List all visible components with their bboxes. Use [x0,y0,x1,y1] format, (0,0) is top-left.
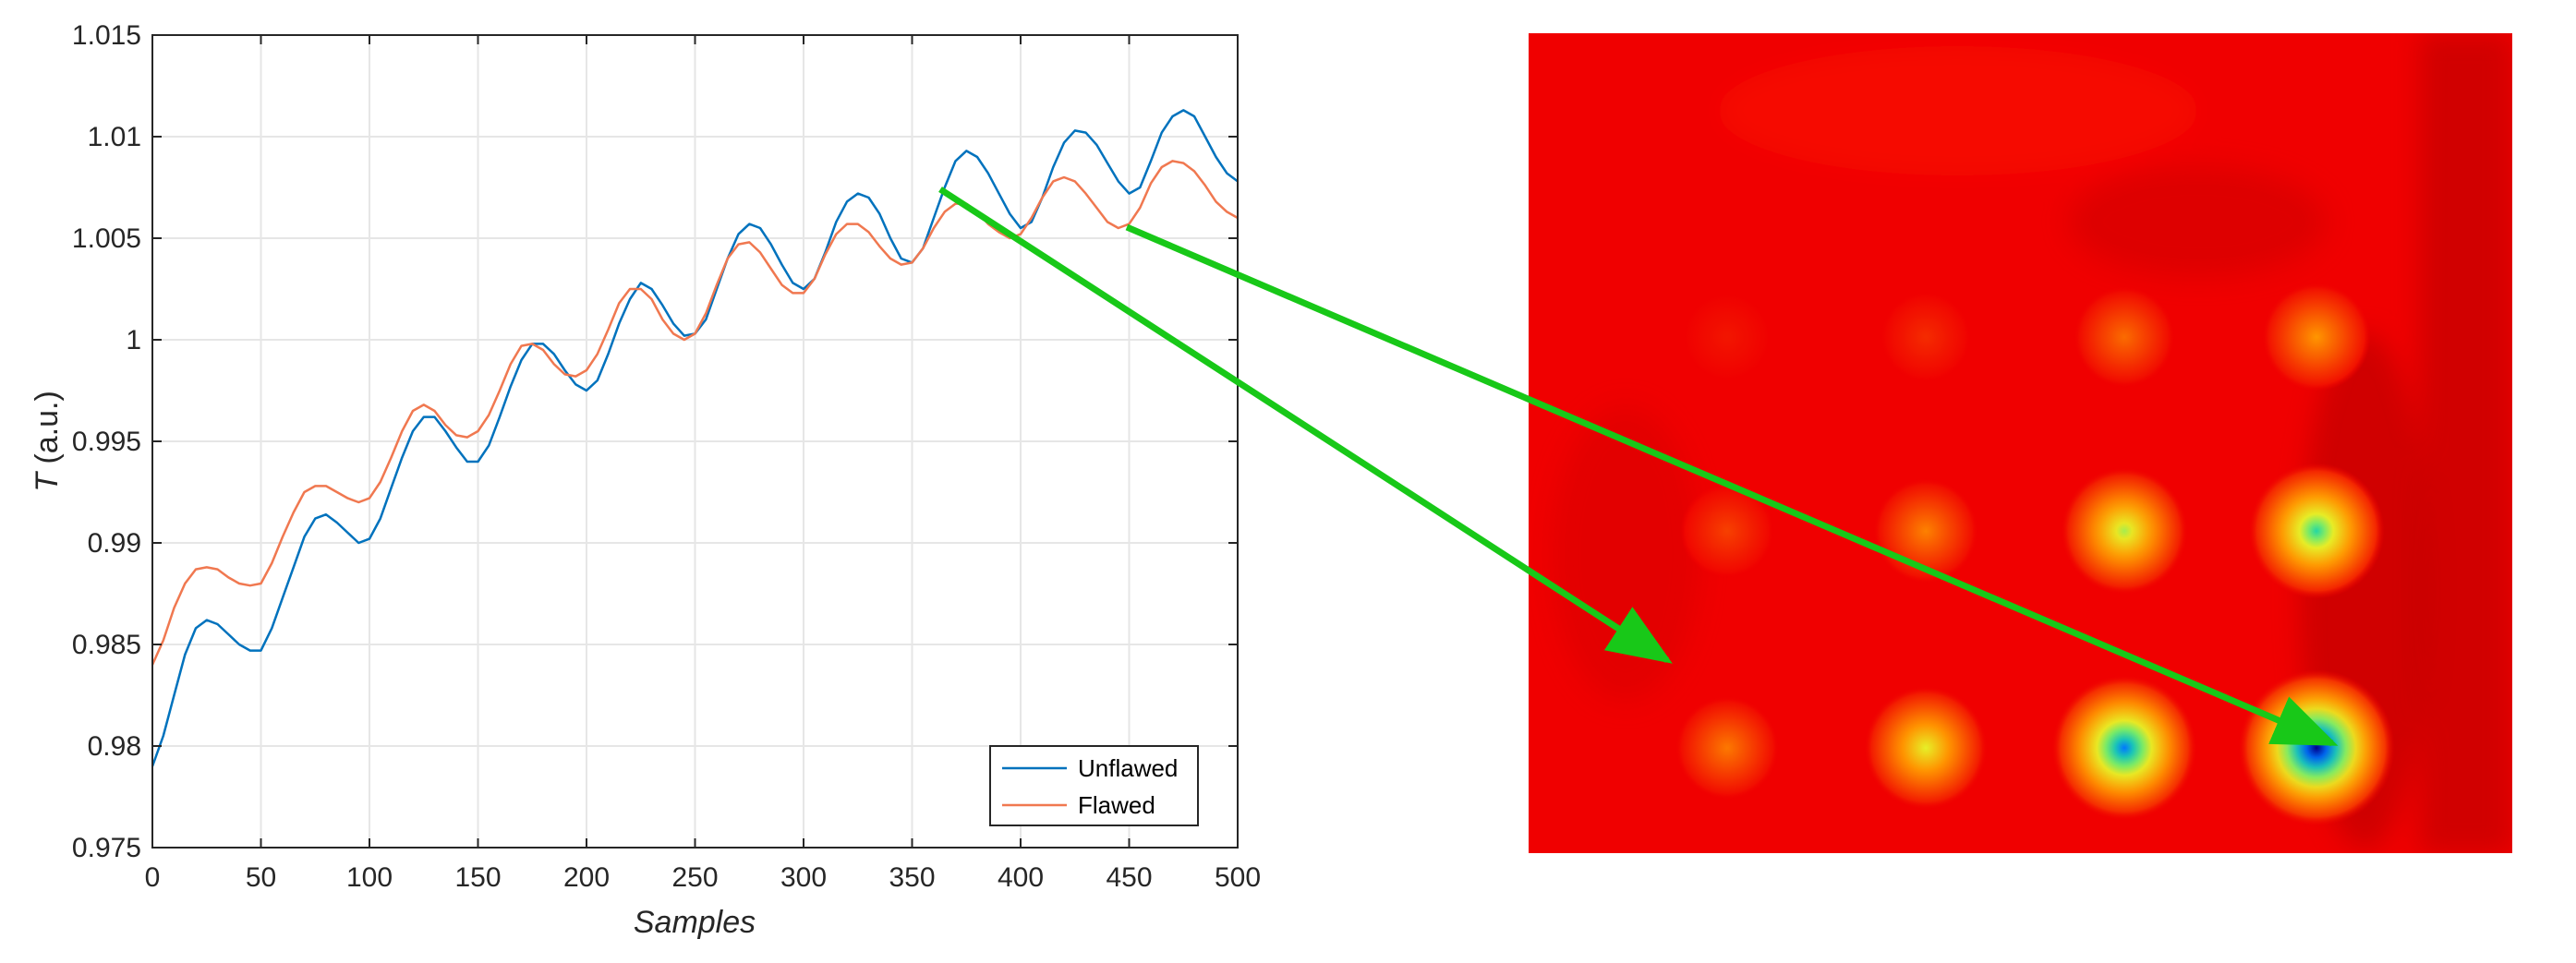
heatmap-spot [2061,467,2188,595]
x-tick-label: 200 [563,862,610,893]
legend-label-unflawed: Unflawed [1078,754,1178,782]
y-tick-label: 0.985 [72,630,141,660]
heatmap-image [1529,33,2512,853]
heatmap-dark-region [1552,406,1699,702]
x-tick-label: 500 [1215,862,1261,893]
heatmap-spot [1864,686,1988,810]
y-tick-label: 1 [126,325,141,355]
heatmap-spot [2262,283,2371,391]
y-tick-label: 1.005 [72,223,141,254]
x-axis: 0 50 100 150 200 250 300 350 400 450 500 [145,35,1261,893]
y-tick-label: 1.01 [88,122,141,152]
heatmap-dark-region [2069,166,2328,277]
y-tick-label: 0.975 [72,833,141,863]
y-axis-title-unit: (a.u.) [30,391,65,473]
series-group [151,109,1239,767]
heatmap-spot [2051,675,2197,821]
x-tick-label: 300 [780,862,827,893]
y-tick-label: 0.99 [88,528,141,559]
x-tick-label: 150 [454,862,501,893]
x-tick-label: 400 [998,862,1044,893]
heatmap-spot [2074,286,2175,388]
x-tick-label: 100 [346,862,393,893]
x-tick-label: 50 [246,862,276,893]
legend-box [989,745,1199,826]
heatmap-dark-band [2420,33,2512,853]
heatmap-spot [1680,484,1774,578]
heatmap-spot [2238,669,2395,826]
heatmap-spot [1675,695,1780,800]
arrows [938,187,2339,747]
x-tick-label: 250 [671,862,718,893]
legend-label-flawed: Flawed [1078,791,1155,819]
x-axis-title: Samples [634,905,756,940]
y-axis: 0.975 0.98 0.985 0.99 0.995 1 1.005 1.01 1.015 [72,20,1238,863]
arrow-flawed [1125,223,2339,747]
arrow-unflawed [938,187,1673,664]
y-tick-label: 0.98 [88,731,141,762]
y-tick-label: 1.015 [72,20,141,51]
x-tick-label: 0 [145,862,161,893]
y-axis-title: T (a.u.) [30,391,65,492]
heatmap-spot [2248,463,2385,599]
heatmap-bright-region [1718,46,2198,175]
x-tick-label: 350 [889,862,935,893]
heatmap-spot [1881,292,1971,382]
y-tick-label: 0.995 [72,427,141,457]
x-tick-label: 450 [1106,862,1152,893]
heatmap-spot [1684,294,1771,380]
line-chart: 0 50 100 150 200 250 300 350 400 450 500 0.975 0.98… [30,20,1261,940]
legend: Unflawed Flawed [989,745,1199,826]
series-line-flawed [151,160,1239,666]
y-axis-title-symbol: T [30,471,65,492]
